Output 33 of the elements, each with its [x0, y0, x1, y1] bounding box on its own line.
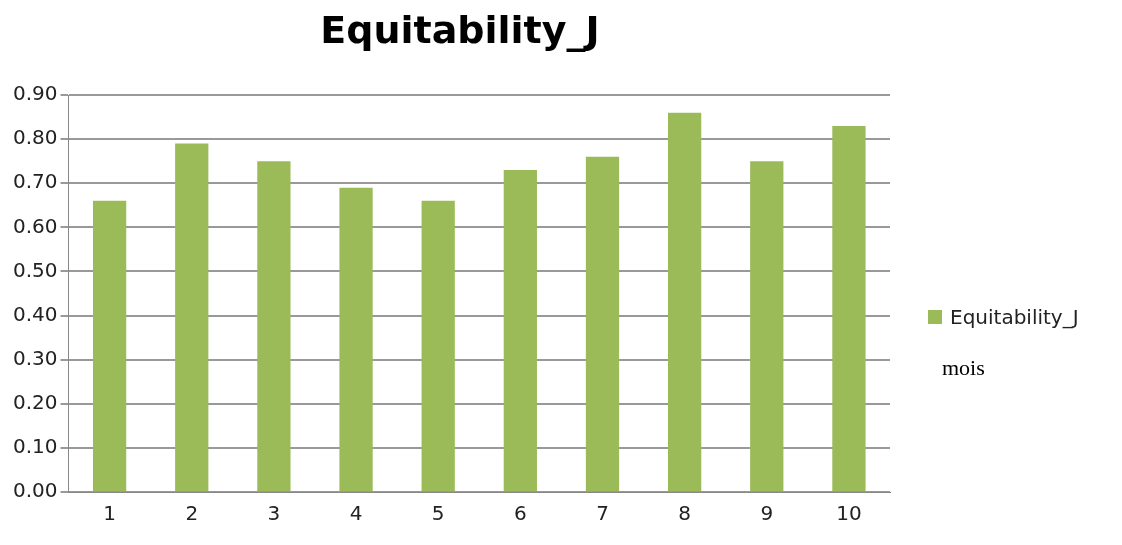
- y-tick-label: 0.00: [13, 478, 58, 503]
- x-tick-label: 6: [513, 501, 527, 526]
- bar: [257, 161, 291, 491]
- x-axis-title: mois: [942, 355, 985, 381]
- x-tick-label: 3: [267, 501, 281, 526]
- bar: [750, 161, 784, 491]
- y-tick-label: 0.20: [13, 389, 58, 414]
- x-tick-label: 4: [349, 501, 363, 526]
- legend-label: Equitability_J: [950, 305, 1079, 329]
- y-tick-label: 0.90: [13, 81, 58, 106]
- x-tick-label: 2: [185, 501, 199, 526]
- y-tick-label: 0.40: [13, 301, 58, 326]
- y-tick-label: 0.30: [13, 345, 58, 370]
- y-tick-label: 0.60: [13, 213, 58, 238]
- x-tick-label: 10: [836, 501, 862, 526]
- bar: [339, 187, 373, 491]
- y-tick-label: 0.80: [13, 125, 58, 150]
- x-tick-label: 9: [760, 501, 774, 526]
- bar: [503, 169, 537, 491]
- x-tick-label: 8: [678, 501, 691, 526]
- bar: [832, 125, 866, 491]
- y-tick-label: 0.70: [13, 169, 58, 194]
- x-tick-label: 5: [431, 501, 445, 526]
- x-tick-label: 1: [103, 501, 116, 526]
- bar: [421, 200, 455, 491]
- bar: [175, 143, 209, 491]
- x-tick-label: 7: [596, 501, 609, 526]
- y-tick-label: 0.50: [13, 257, 58, 282]
- chart-title: Equitability_J: [319, 8, 601, 52]
- bar: [668, 112, 702, 491]
- y-tick-label: 0.10: [13, 434, 58, 459]
- bar: [92, 200, 127, 491]
- bar: [585, 156, 620, 491]
